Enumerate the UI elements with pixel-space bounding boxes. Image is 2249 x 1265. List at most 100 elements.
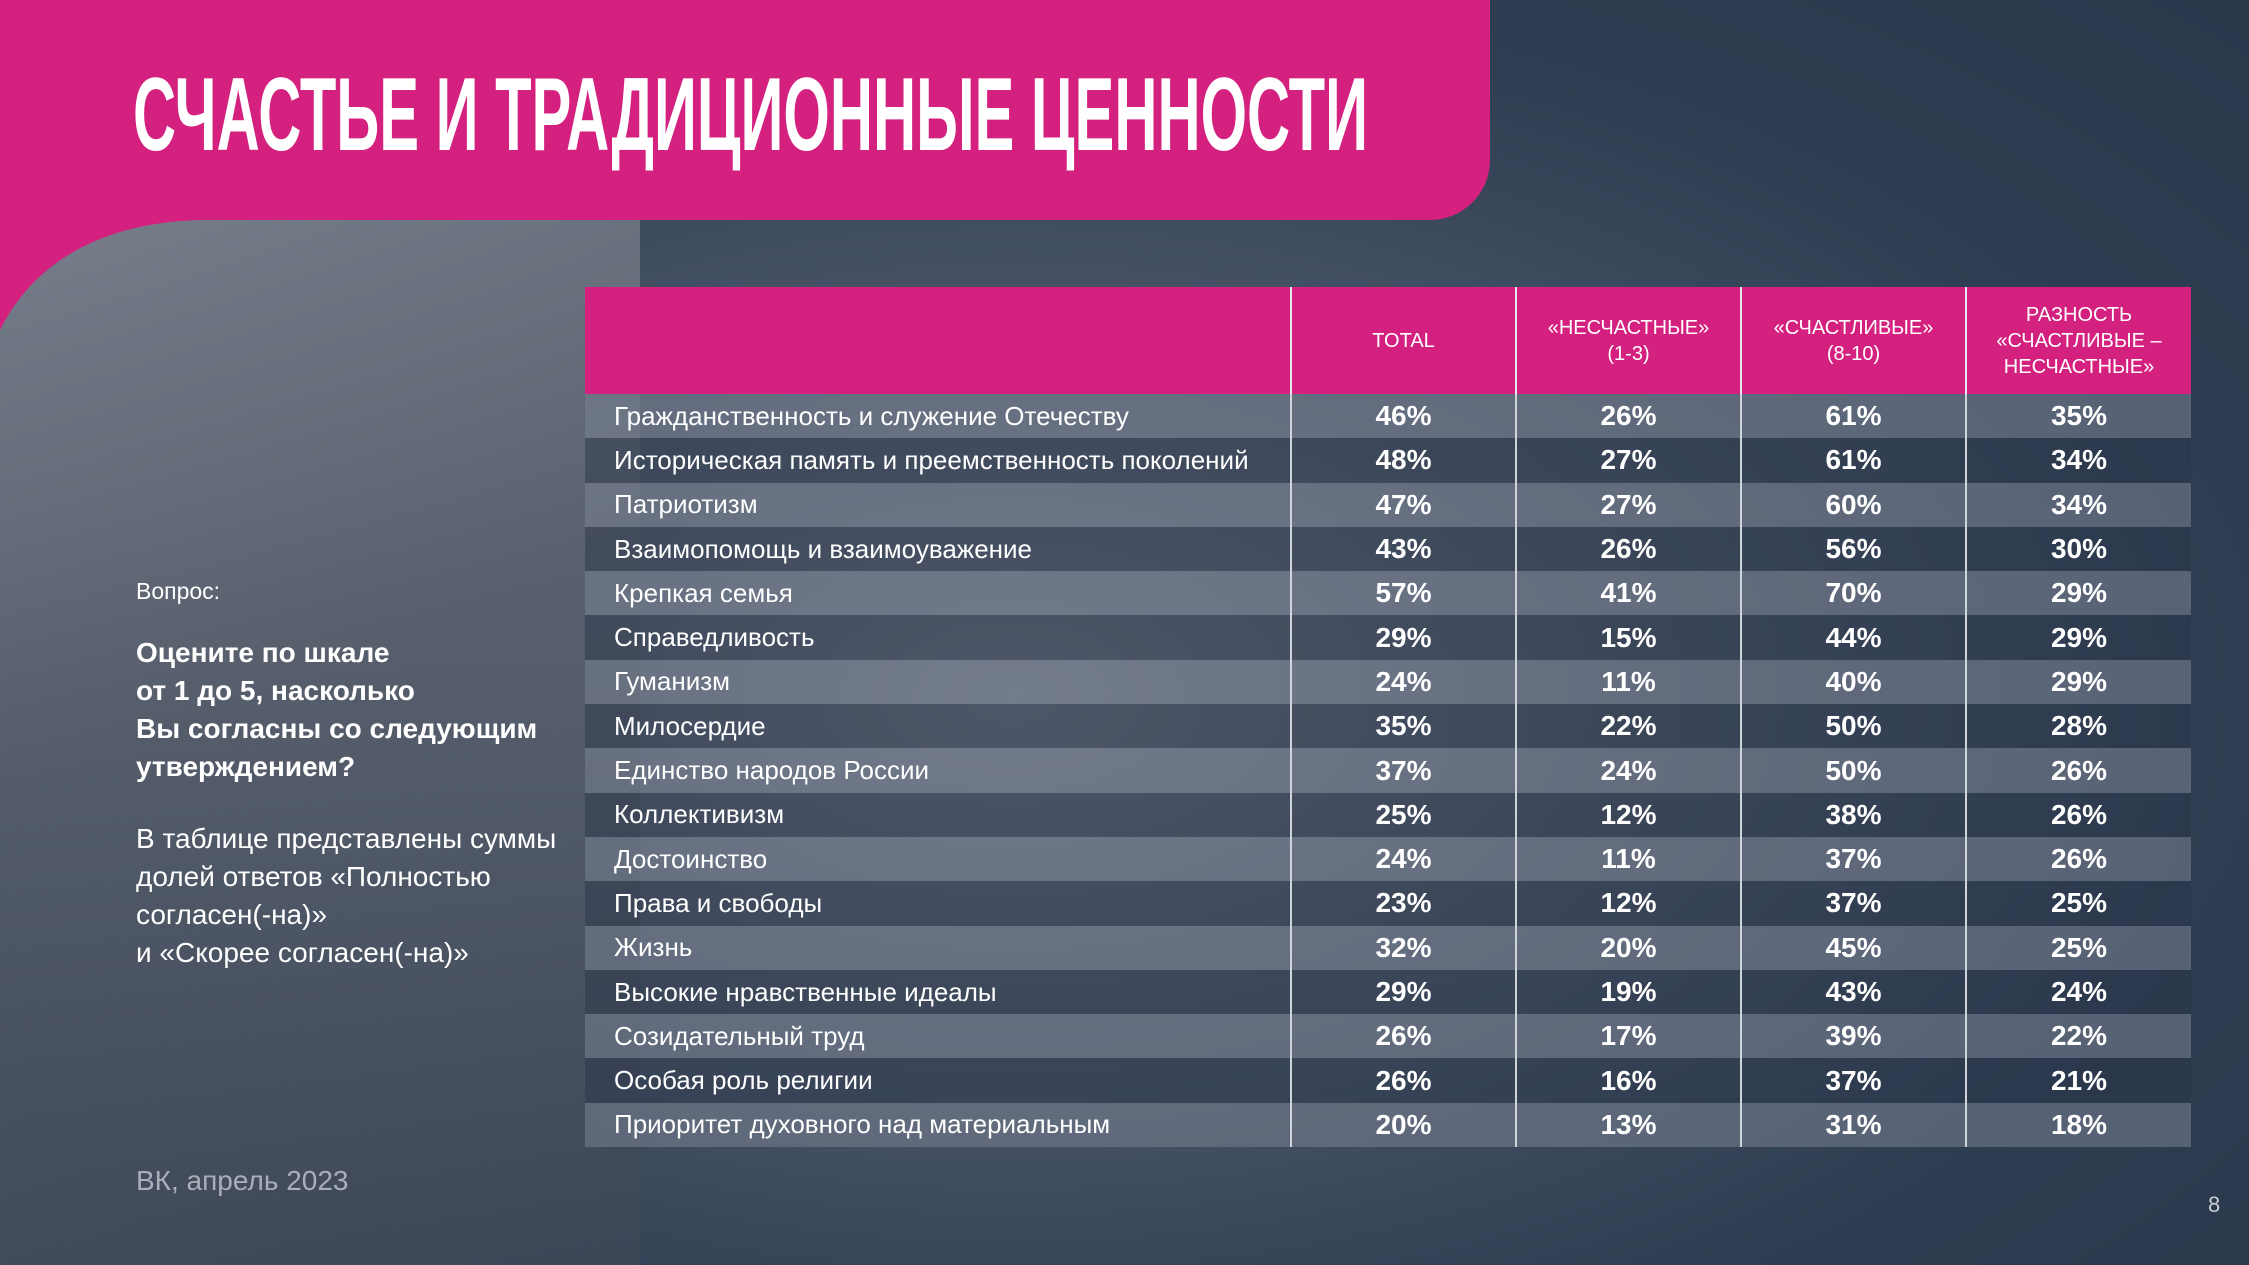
note-line: согласен(-на)»: [136, 899, 328, 930]
row-label: Патриотизм: [585, 482, 1291, 527]
value-cell: 26%: [1290, 1014, 1516, 1059]
value-cell: 43%: [1290, 526, 1516, 572]
value-cell: 70%: [1740, 571, 1966, 616]
value-cell: 24%: [1515, 748, 1741, 793]
value-cell: 12%: [1515, 881, 1741, 926]
table-row: Коллективизм 25% 12% 38% 26%: [585, 792, 2191, 837]
value-cell: 45%: [1740, 925, 1966, 970]
column-header: TOTAL: [1290, 287, 1516, 394]
value-cell: 26%: [1965, 836, 2191, 882]
value-cell: 38%: [1740, 792, 1966, 837]
table-row: Единство народов России 37% 24% 50% 26%: [585, 748, 2191, 793]
row-label: Единство народов России: [585, 748, 1291, 793]
value-cell: 34%: [1965, 482, 2191, 527]
value-cell: 50%: [1740, 704, 1966, 749]
note: В таблице представлены суммы долей ответо…: [136, 820, 556, 972]
value-cell: 11%: [1515, 836, 1741, 882]
table-row: Высокие нравственные идеалы 29% 19% 43% 24%: [585, 969, 2191, 1015]
value-cell: 26%: [1515, 526, 1741, 572]
value-cell: 24%: [1965, 969, 2191, 1015]
value-cell: 21%: [1965, 1058, 2191, 1103]
value-cell: 20%: [1515, 925, 1741, 970]
value-cell: 35%: [1965, 394, 2191, 439]
value-cell: 47%: [1290, 482, 1516, 527]
value-cell: 29%: [1290, 615, 1516, 660]
row-label: Гражданственность и служение Отечеству: [585, 394, 1291, 439]
value-cell: 61%: [1740, 438, 1966, 483]
table-row: Особая роль религии 26% 16% 37% 21%: [585, 1058, 2191, 1103]
table-row: Справедливость 29% 15% 44% 29%: [585, 615, 2191, 660]
table-row: Милосердие 35% 22% 50% 28%: [585, 704, 2191, 749]
value-cell: 24%: [1290, 836, 1516, 882]
row-label: Коллективизм: [585, 792, 1291, 837]
title: СЧАСТЬЕ И ТРАДИЦИОННЫЕ ЦЕННОСТИ: [133, 57, 1368, 173]
value-cell: 61%: [1740, 394, 1966, 439]
row-label: Созидательный труд: [585, 1014, 1291, 1059]
value-cell: 48%: [1290, 438, 1516, 483]
question-line: от 1 до 5, насколько: [136, 675, 415, 706]
value-cell: 29%: [1965, 659, 2191, 705]
value-cell: 31%: [1740, 1102, 1966, 1148]
value-cell: 34%: [1965, 438, 2191, 483]
header-line: «СЧАСТЛИВЫЕ –: [1996, 329, 2162, 352]
value-cell: 11%: [1515, 659, 1741, 705]
row-label: Права и свободы: [585, 881, 1291, 926]
table-row: Жизнь 32% 20% 45% 25%: [585, 925, 2191, 970]
value-cell: 57%: [1290, 571, 1516, 616]
value-cell: 41%: [1515, 571, 1741, 616]
row-label: Высокие нравственные идеалы: [585, 969, 1291, 1015]
value-cell: 35%: [1290, 704, 1516, 749]
header-line: (8-10): [1826, 342, 1881, 365]
value-cell: 27%: [1515, 438, 1741, 483]
header-line: НЕСЧАСТНЫЕ»: [2003, 355, 2155, 378]
value-cell: 37%: [1740, 836, 1966, 882]
value-cell: 39%: [1740, 1014, 1966, 1059]
value-cell: 19%: [1515, 969, 1741, 1015]
row-label: Взаимопомощь и взаимоуважение: [585, 526, 1291, 572]
question: Оцените по шкале от 1 до 5, насколько Вы с…: [136, 634, 537, 786]
value-cell: 26%: [1965, 792, 2191, 837]
value-cell: 16%: [1515, 1058, 1741, 1103]
page-number: 8: [2208, 1192, 2221, 1217]
value-cell: 26%: [1290, 1058, 1516, 1103]
value-cell: 25%: [1290, 792, 1516, 837]
value-cell: 13%: [1515, 1102, 1741, 1148]
value-cell: 15%: [1515, 615, 1741, 660]
header-line: (1-3): [1607, 342, 1650, 365]
value-cell: 20%: [1290, 1102, 1516, 1148]
note-line: В таблице представлены суммы: [136, 823, 557, 854]
table-row: Права и свободы 23% 12% 37% 25%: [585, 881, 2191, 926]
table: TOTAL «НЕСЧАСТНЫЕ» (1-3) «СЧАСТЛИВЫЕ» (8-10)…: [585, 287, 2191, 1148]
value-cell: 43%: [1740, 969, 1966, 1015]
column-header: РАЗНОСТЬ «СЧАСТЛИВЫЕ – НЕСЧАСТНЫЕ»: [1965, 287, 2191, 394]
value-cell: 44%: [1740, 615, 1966, 660]
photo: [0, 220, 640, 1265]
row-label: Справедливость: [585, 615, 1291, 660]
table-row: Гуманизм 24% 11% 40% 29%: [585, 659, 2191, 705]
value-cell: 37%: [1740, 1058, 1966, 1103]
value-cell: 25%: [1965, 925, 2191, 970]
value-cell: 29%: [1290, 969, 1516, 1015]
row-label: Приоритет духовного над материальным: [585, 1102, 1291, 1148]
note-line: долей ответов «Полностью: [136, 861, 491, 892]
value-cell: 60%: [1740, 482, 1966, 527]
table-row: Патриотизм 47% 27% 60% 34%: [585, 482, 2191, 527]
table-row: Достоинство 24% 11% 37% 26%: [585, 836, 2191, 882]
row-label: Крепкая семья: [585, 571, 1291, 616]
row-label: Милосердие: [585, 704, 1291, 749]
question-line: Вы согласны со следующим: [136, 713, 538, 744]
title-box: [0, 0, 1490, 220]
value-cell: 26%: [1515, 394, 1741, 439]
table-row: Взаимопомощь и взаимоуважение 43% 26% 56% 30…: [585, 526, 2191, 572]
column-header: «СЧАСТЛИВЫЕ» (8-10): [1740, 287, 1966, 394]
value-cell: 17%: [1515, 1014, 1741, 1059]
column-header: [585, 287, 1291, 394]
value-cell: 29%: [1965, 615, 2191, 660]
row-label: Достоинство: [585, 836, 1291, 882]
value-cell: 18%: [1965, 1102, 2191, 1148]
row-label: Жизнь: [585, 925, 1291, 970]
value-cell: 30%: [1965, 526, 2191, 572]
value-cell: 29%: [1965, 571, 2191, 616]
note-line: и «Скорее согласен(-на)»: [136, 937, 469, 968]
table-row: Историческая память и преемственность по…: [585, 438, 2191, 483]
